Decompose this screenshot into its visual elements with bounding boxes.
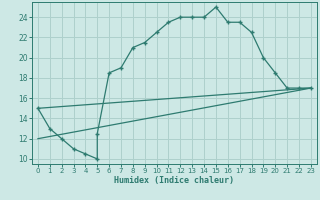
X-axis label: Humidex (Indice chaleur): Humidex (Indice chaleur) [115,176,234,185]
